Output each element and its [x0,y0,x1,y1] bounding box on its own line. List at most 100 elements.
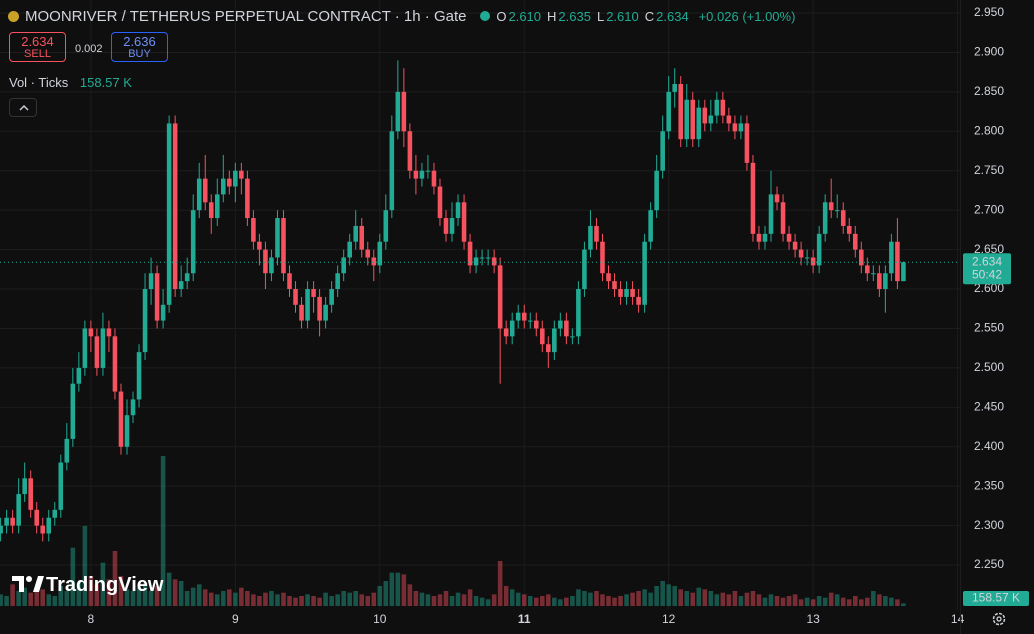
candle-body [630,289,635,297]
volume-bar [810,599,816,606]
volume-bar [70,547,76,606]
candle-body [16,494,21,526]
candle-body [846,225,852,234]
volume-bar [883,596,888,606]
volume-bar [88,576,94,606]
candle-body [94,336,100,368]
volume-bar [600,594,605,606]
y-tick-label: 2.650 [974,242,1004,256]
volume-title: Vol · Ticks [9,75,69,90]
symbol-title[interactable]: MOONRIVER / TETHERUS PERPETUAL CONTRACT … [25,8,467,25]
settings-button[interactable] [991,611,1007,632]
candle-body [582,249,587,290]
volume-bar [112,551,118,606]
volume-bar [46,594,52,606]
volume-bar [473,596,479,606]
volume-bar [221,591,226,606]
ohlc-label: H [547,9,557,24]
candle-body [895,241,900,282]
volume-bar [720,592,726,606]
candle-body [413,170,419,179]
chevron-icon [19,105,29,111]
volume-bar [576,589,581,606]
candle-body [883,273,888,290]
candle-body [148,273,154,290]
volume-bar [4,596,9,606]
spread: 0.002 [75,43,103,55]
volume-bar [570,596,575,606]
volume-bar [196,584,202,606]
candle-body [100,328,106,368]
volume-bar [389,572,395,606]
candle-body [58,462,64,510]
candle-body [738,123,744,132]
candle-body [678,83,684,140]
volume-bar [124,589,130,606]
candle-body [840,210,846,226]
candle-body [594,225,599,242]
candle-body [335,273,340,290]
volume-bar [527,596,533,606]
watermark: TradingView [12,574,163,597]
volume-bar [130,591,136,606]
volume-bar [696,587,702,606]
candle-body [744,123,750,163]
candle-body [491,257,497,266]
volume-bar [828,592,834,606]
volume-bar [431,596,437,606]
volume-bar [208,592,214,606]
candle-body [810,257,816,266]
candle-body [401,91,407,132]
y-tick-label: 2.450 [974,399,1004,413]
change: +0.026 (+1.00%) [698,9,796,24]
volume-bar [172,579,178,606]
candle-body [636,296,641,305]
ohlc-label: L [596,9,605,24]
buy-price: 2.636 [123,34,156,49]
candle-body [834,210,840,212]
volume-bar [251,594,256,606]
volume-bar [419,592,425,606]
volume-bar [64,591,70,606]
x-tick-label: 8 [88,612,95,626]
candle-body [461,202,467,242]
volume-bar [100,562,106,606]
candle-body [124,415,130,447]
candle-body [377,241,383,266]
candle-body [263,249,268,274]
sell-button[interactable]: 2.634 SELL [9,32,66,62]
candle-body [828,202,834,211]
buy-button[interactable]: 2.636 BUY [111,32,168,62]
volume-bar [40,589,46,606]
volume-bar [371,592,377,606]
volume-bar [804,597,810,606]
candle-body [184,273,190,282]
candle-body [365,249,371,258]
candle-body [437,186,443,219]
x-tick-label: 11 [518,612,531,626]
candle-body [317,296,322,321]
volume-bar [257,596,262,606]
volume-bar [732,591,738,606]
volume-bar [834,594,840,606]
volume-bar [726,594,732,606]
candle-body [672,83,677,92]
volume-bar [467,589,473,606]
x-tick-label: 10 [373,612,387,626]
x-tick-label: 14 [951,612,965,626]
candle-body [618,289,623,297]
collapse-button[interactable] [9,98,37,117]
volume-bar [136,587,142,606]
volume-bar [816,596,822,606]
candle-body [329,289,334,305]
gear-icon [992,612,1006,626]
volume-bar [443,591,449,606]
volume-bar [377,586,383,606]
candle-body [383,210,389,242]
volume-bar [407,584,413,606]
candle-body [293,289,298,305]
y-tick-label: 2.950 [974,5,1004,19]
candle-body [533,320,539,329]
ohlc-value: 2.634 [656,9,689,24]
candle-body [142,289,148,353]
